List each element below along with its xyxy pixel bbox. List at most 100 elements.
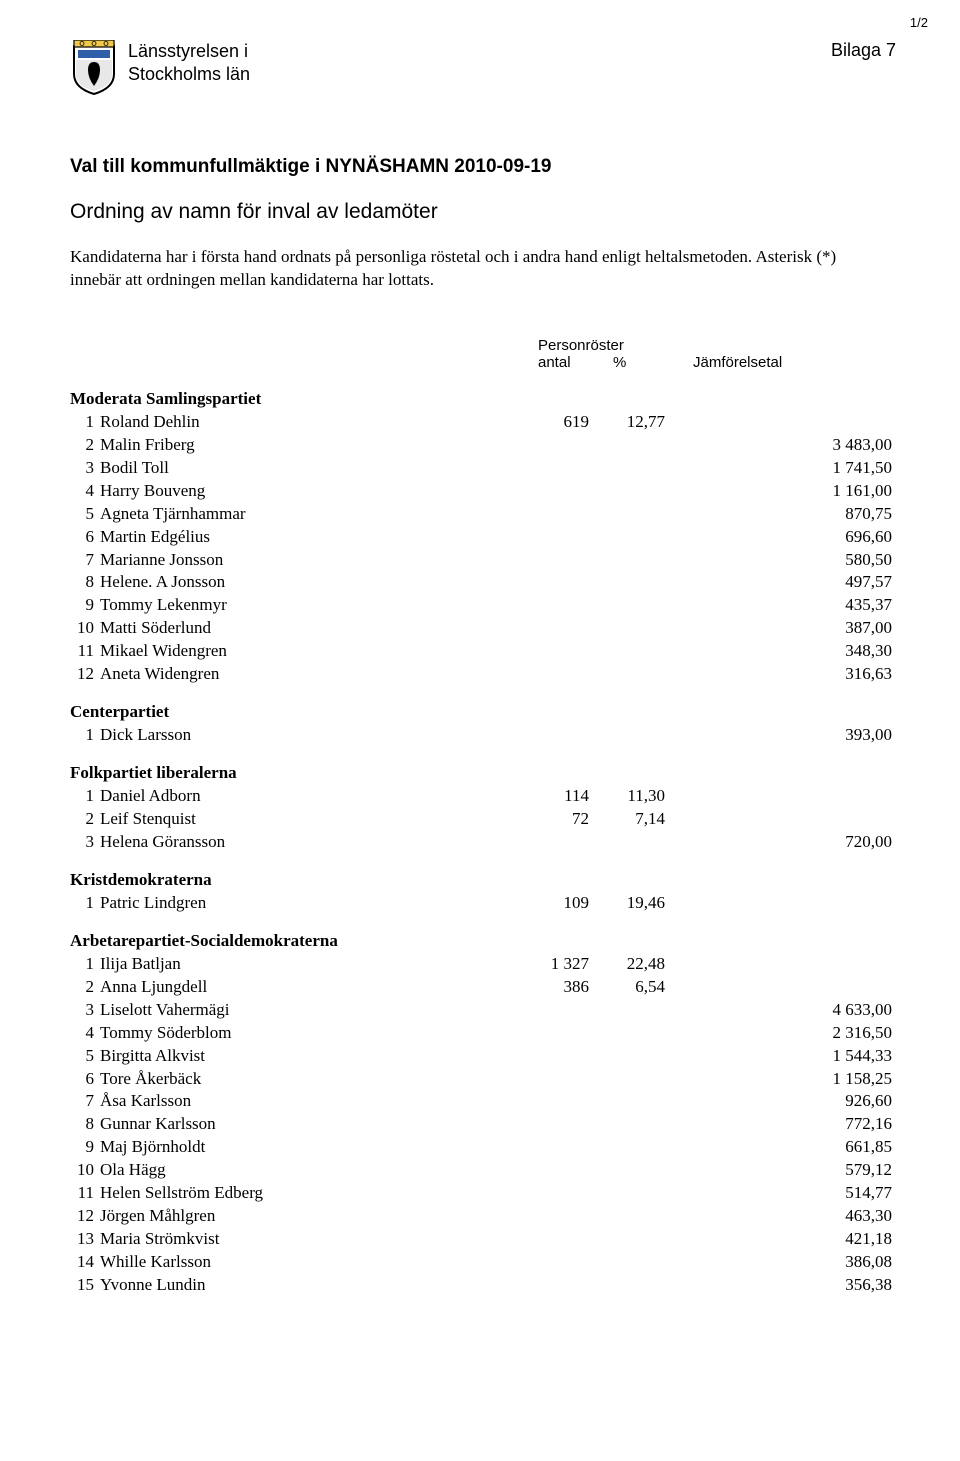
party-block: Kristdemokraterna1Patric Lindgren10919,4…	[70, 870, 900, 915]
candidate-name: Helena Göransson	[100, 831, 532, 854]
party-name: Centerpartiet	[70, 702, 900, 722]
candidate-antal	[532, 571, 607, 594]
candidate-number: 6	[70, 526, 100, 549]
candidate-row: 4Harry Bouveng1 161,00	[70, 480, 900, 503]
candidate-number: 15	[70, 1274, 100, 1297]
document-title: Val till kommunfullmäktige i NYNÄSHAMN 2…	[70, 156, 900, 178]
candidate-jamforelsetal: 386,08	[677, 1251, 900, 1274]
candidate-percent	[607, 831, 677, 854]
candidate-name: Dick Larsson	[100, 724, 532, 747]
candidate-percent	[607, 1045, 677, 1068]
candidate-name: Maria Strömkvist	[100, 1228, 532, 1251]
candidate-name: Mikael Widengren	[100, 640, 532, 663]
candidate-jamforelsetal: 1 158,25	[677, 1068, 900, 1091]
candidate-percent: 11,30	[607, 785, 677, 808]
candidate-row: 13Maria Strömkvist421,18	[70, 1228, 900, 1251]
candidate-antal	[532, 1045, 607, 1068]
candidate-antal	[532, 1136, 607, 1159]
authority-name: Länsstyrelsen i Stockholms län	[128, 40, 250, 87]
candidate-jamforelsetal	[677, 892, 900, 915]
candidate-antal	[532, 526, 607, 549]
candidate-jamforelsetal: 3 483,00	[677, 434, 900, 457]
candidate-antal	[532, 1090, 607, 1113]
candidate-row: 3Liselott Vahermägi4 633,00	[70, 999, 900, 1022]
candidate-number: 6	[70, 1068, 100, 1091]
candidate-row: 7Marianne Jonsson580,50	[70, 549, 900, 572]
candidate-percent	[607, 1182, 677, 1205]
candidate-percent	[607, 1136, 677, 1159]
candidate-jamforelsetal: 316,63	[677, 663, 900, 686]
candidate-number: 1	[70, 785, 100, 808]
candidate-jamforelsetal: 514,77	[677, 1182, 900, 1205]
candidate-number: 1	[70, 724, 100, 747]
candidate-percent	[607, 640, 677, 663]
candidate-name: Patric Lindgren	[100, 892, 532, 915]
candidate-number: 8	[70, 1113, 100, 1136]
candidate-antal	[532, 1274, 607, 1297]
candidate-jamforelsetal: 661,85	[677, 1136, 900, 1159]
candidate-antal	[532, 549, 607, 572]
candidate-name: Daniel Adborn	[100, 785, 532, 808]
candidate-percent	[607, 549, 677, 572]
candidate-jamforelsetal: 2 316,50	[677, 1022, 900, 1045]
candidate-name: Åsa Karlsson	[100, 1090, 532, 1113]
candidate-percent	[607, 1274, 677, 1297]
col-percent: %	[613, 354, 693, 371]
candidate-number: 10	[70, 1159, 100, 1182]
candidate-name: Aneta Widengren	[100, 663, 532, 686]
candidate-name: Maj Björnholdt	[100, 1136, 532, 1159]
candidate-jamforelsetal: 356,38	[677, 1274, 900, 1297]
candidate-antal	[532, 1182, 607, 1205]
candidate-row: 4Tommy Söderblom2 316,50	[70, 1022, 900, 1045]
candidate-percent	[607, 1205, 677, 1228]
candidate-antal	[532, 1113, 607, 1136]
candidate-name: Jörgen Måhlgren	[100, 1205, 532, 1228]
candidate-row: 2Leif Stenquist727,14	[70, 808, 900, 831]
candidate-name: Ola Hägg	[100, 1159, 532, 1182]
candidate-row: 11Helen Sellström Edberg514,77	[70, 1182, 900, 1205]
candidate-percent	[607, 503, 677, 526]
candidate-jamforelsetal: 580,50	[677, 549, 900, 572]
candidate-name: Helene. A Jonsson	[100, 571, 532, 594]
candidate-percent: 19,46	[607, 892, 677, 915]
parties-list: Moderata Samlingspartiet1Roland Dehlin61…	[70, 389, 900, 1297]
candidate-name: Tore Åkerbäck	[100, 1068, 532, 1091]
candidate-row: 9Maj Björnholdt 661,85	[70, 1136, 900, 1159]
candidate-percent: 22,48	[607, 953, 677, 976]
candidate-percent: 6,54	[607, 976, 677, 999]
candidate-number: 2	[70, 976, 100, 999]
candidate-jamforelsetal: 1 741,50	[677, 457, 900, 480]
candidate-jamforelsetal: 772,16	[677, 1113, 900, 1136]
candidate-jamforelsetal: 4 633,00	[677, 999, 900, 1022]
candidate-name: Martin Edgélius	[100, 526, 532, 549]
candidate-percent	[607, 571, 677, 594]
candidate-jamforelsetal: 1 161,00	[677, 480, 900, 503]
candidate-number: 4	[70, 1022, 100, 1045]
candidate-percent	[607, 1068, 677, 1091]
authority-line1: Länsstyrelsen i	[128, 40, 250, 63]
candidate-antal	[532, 1251, 607, 1274]
party-block: Arbetarepartiet-Socialdemokraterna1Ilija…	[70, 931, 900, 1297]
candidate-row: 6Tore Åkerbäck 1 158,25	[70, 1068, 900, 1091]
candidate-number: 11	[70, 640, 100, 663]
candidate-number: 14	[70, 1251, 100, 1274]
candidate-row: 1Roland Dehlin61912,77	[70, 411, 900, 434]
candidate-antal	[532, 640, 607, 663]
party-name: Moderata Samlingspartiet	[70, 389, 900, 409]
candidate-antal: 1 327	[532, 953, 607, 976]
candidate-row: 1Dick Larsson393,00	[70, 724, 900, 747]
party-name: Kristdemokraterna	[70, 870, 900, 890]
candidate-jamforelsetal: 926,60	[677, 1090, 900, 1113]
candidate-percent	[607, 1113, 677, 1136]
party-name: Arbetarepartiet-Socialdemokraterna	[70, 931, 900, 951]
candidate-percent	[607, 724, 677, 747]
candidate-number: 3	[70, 831, 100, 854]
candidate-percent: 12,77	[607, 411, 677, 434]
party-name: Folkpartiet liberalerna	[70, 763, 900, 783]
candidate-jamforelsetal: 720,00	[677, 831, 900, 854]
candidate-antal	[532, 457, 607, 480]
candidate-antal	[532, 724, 607, 747]
candidate-number: 9	[70, 1136, 100, 1159]
candidate-row: 8Helene. A Jonsson497,57	[70, 571, 900, 594]
candidate-row: 5Agneta Tjärnhammar870,75	[70, 503, 900, 526]
